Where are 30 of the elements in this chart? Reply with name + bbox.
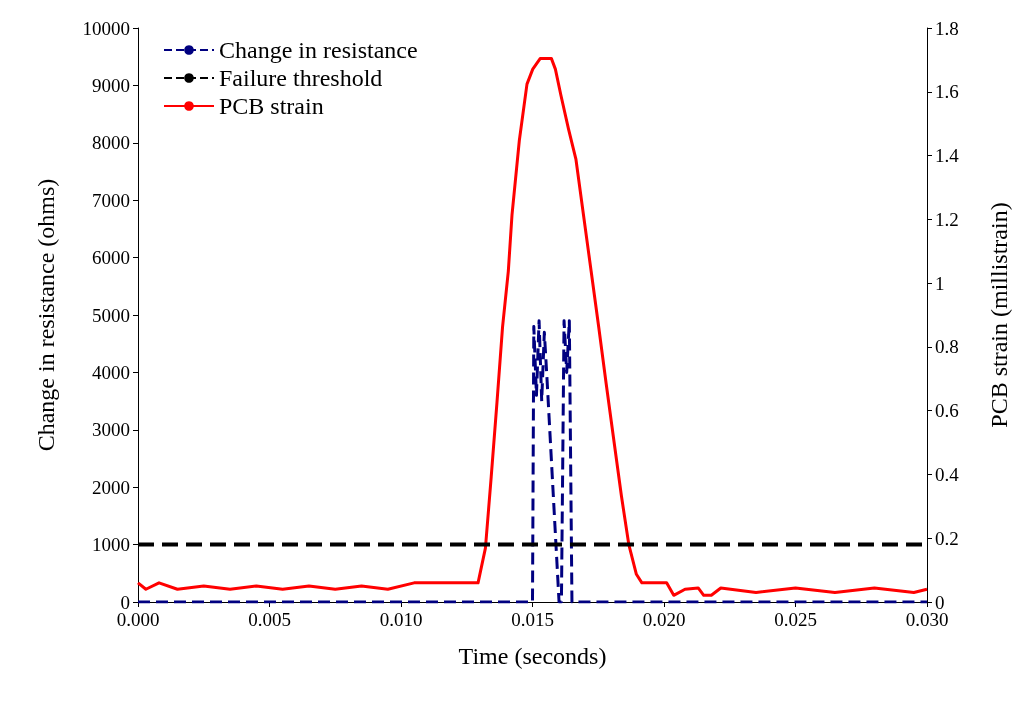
legend-label: Change in resistance — [219, 37, 418, 63]
y-tick-label: 6000 — [92, 247, 130, 269]
y-tick-label: 8000 — [92, 132, 130, 154]
y2-tick-label: 0.4 — [935, 463, 960, 485]
x-tick-label: 0.025 — [774, 609, 817, 630]
y2-tick-label: 1 — [935, 272, 945, 294]
y2-tick-label: 0.8 — [935, 336, 959, 358]
legend-label: Failure threshold — [219, 65, 383, 91]
y-tick-label: 7000 — [92, 189, 130, 211]
y-tick-label: 4000 — [92, 361, 130, 383]
y2-tick-label: 1.6 — [935, 81, 959, 103]
y-tick-label: 10000 — [82, 17, 130, 39]
y2-tick-label: 1.8 — [935, 17, 959, 39]
y2-tick-label: 1.2 — [935, 208, 959, 230]
x-axis-title: Time (seconds) — [458, 643, 607, 669]
y-tick-label: 5000 — [92, 304, 130, 326]
x-tick-label: 0.010 — [379, 609, 423, 630]
y-tick-label: 3000 — [92, 419, 130, 441]
x-tick-label: 0.005 — [248, 609, 291, 630]
y-axis-title: Change in resistance (ohms) — [33, 178, 59, 452]
x-tick-label: 0.015 — [511, 609, 554, 630]
x-tick-label: 0.020 — [642, 609, 686, 630]
y-tick-label: 9000 — [92, 74, 130, 96]
y-tick-label: 1000 — [92, 534, 130, 556]
y2-tick-label: 0.2 — [935, 527, 959, 549]
legend-label: PCB strain — [219, 93, 324, 119]
y2-tick-label: 1.4 — [935, 145, 960, 167]
y2-tick-label: 0.6 — [935, 400, 959, 422]
y2-axis-title: PCB strain (millistrain) — [986, 202, 1012, 428]
y-tick-label: 2000 — [92, 476, 130, 498]
